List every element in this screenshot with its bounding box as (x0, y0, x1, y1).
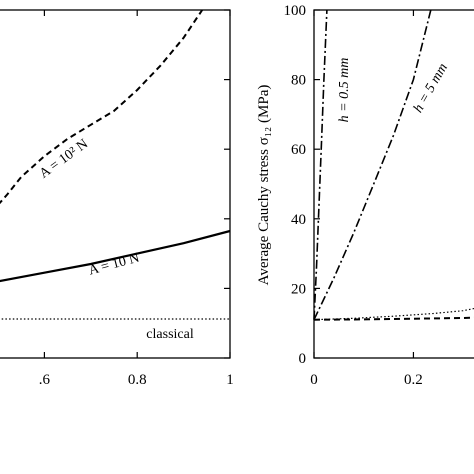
right-series-h-5-mm (313, 9, 432, 321)
right-y-tick-label: 60 (291, 142, 306, 158)
right-x-tick-label: 0.2 (404, 372, 423, 388)
right-y-tick-label: 0 (299, 351, 307, 367)
right-annotation-h-5-mm: h = 5 mm (411, 61, 451, 115)
left-x-tick-label: 1 (226, 372, 234, 388)
right-series-3 (313, 307, 474, 321)
left-series-a-10-n (0, 9, 204, 205)
left-series-a-10-n (0, 229, 231, 283)
right-chart-lines (313, 9, 474, 321)
left-plot-frame (0, 9, 231, 359)
right-x-tick-label: 0 (310, 372, 318, 388)
left-annotation-a-10-n: A = 10 N (87, 251, 141, 279)
left-x-tick-label: 0.8 (128, 372, 147, 388)
left-annotation-classical: classical (146, 327, 194, 342)
right-chart-panel: h = 0.5 mm h = 5 mm 0 0.2 0 20 40 60 80 100 Aver… (256, 3, 474, 388)
right-chart-axes: 0 0.2 0 20 40 60 80 100 (284, 3, 474, 388)
right-y-tick-label: 20 (291, 281, 306, 297)
left-chart-lines (0, 9, 231, 320)
right-y-tick-label: 80 (291, 73, 306, 89)
right-chart-annotations: h = 0.5 mm h = 5 mm (337, 58, 451, 123)
left-chart-axes: .6 0.8 1 (0, 9, 234, 388)
right-y-tick-label: 100 (284, 3, 307, 19)
left-chart-annotations: A = 10² N A = 10 N classical (37, 137, 194, 342)
left-annotation-a-10-n: A = 10² N (37, 137, 91, 182)
right-plot-frame (313, 9, 474, 359)
left-chart-panel: A = 10² N A = 10 N classical .6 0.8 1 (0, 9, 234, 388)
right-series-4 (313, 316, 474, 321)
right-series-h-0-5-mm (313, 9, 328, 320)
right-annotation-h-0-5-mm: h = 0.5 mm (337, 58, 352, 123)
right-y-axis-label: Average Cauchy stress σ₁₂ (MPa) (256, 85, 272, 286)
right-y-tick-label: 40 (291, 212, 306, 228)
left-x-tick-label: .6 (39, 372, 51, 388)
